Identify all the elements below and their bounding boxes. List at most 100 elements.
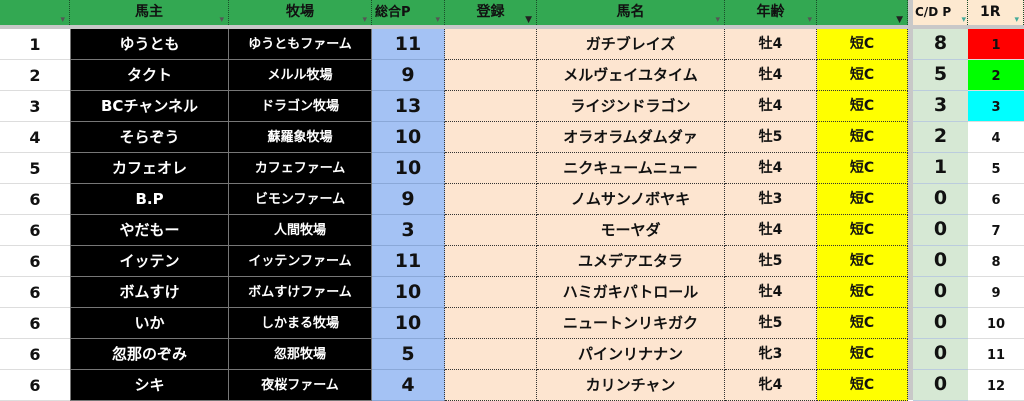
horse-name-cell[interactable]: ライジンドラゴン: [537, 91, 725, 122]
owner-cell[interactable]: やだもー: [70, 215, 229, 246]
filter-icon[interactable]: ▾: [435, 15, 440, 25]
farm-cell[interactable]: 蘇羅象牧場: [229, 122, 372, 153]
total-p-cell[interactable]: 10: [372, 122, 445, 153]
header-owner[interactable]: 馬主 ▾: [70, 0, 229, 25]
horse-name-cell[interactable]: メルヴェイユタイム: [537, 60, 725, 91]
filter-active-icon[interactable]: ▼: [525, 15, 532, 25]
total-p-cell[interactable]: 9: [372, 60, 445, 91]
race-1r-cell[interactable]: 2: [968, 60, 1024, 91]
rank-cell[interactable]: 1: [0, 29, 70, 60]
horse-name-cell[interactable]: オラオラムダムダァ: [537, 122, 725, 153]
owner-cell[interactable]: シキ: [70, 370, 229, 401]
horse-name-cell[interactable]: モーヤダ: [537, 215, 725, 246]
age-cell[interactable]: 牝3: [725, 339, 817, 370]
class-cell[interactable]: 短C: [817, 29, 908, 60]
rank-cell[interactable]: 6: [0, 246, 70, 277]
total-p-cell[interactable]: 10: [372, 308, 445, 339]
cd-p-cell[interactable]: 0: [913, 308, 968, 339]
rank-cell[interactable]: 2: [0, 60, 70, 91]
horse-name-cell[interactable]: カリンチャン: [537, 370, 725, 401]
total-p-cell[interactable]: 13: [372, 91, 445, 122]
registration-cell[interactable]: [445, 339, 537, 370]
horse-name-cell[interactable]: ニュートンリキガク: [537, 308, 725, 339]
rank-cell[interactable]: 3: [0, 91, 70, 122]
age-cell[interactable]: 牡4: [725, 91, 817, 122]
filter-icon[interactable]: ▾: [715, 15, 720, 25]
filter-icon[interactable]: ▾: [961, 15, 966, 25]
total-p-cell[interactable]: 11: [372, 246, 445, 277]
horse-name-cell[interactable]: ガチブレイズ: [537, 29, 725, 60]
farm-cell[interactable]: メルル牧場: [229, 60, 372, 91]
total-p-cell[interactable]: 4: [372, 370, 445, 401]
header-registration[interactable]: 登録 ▼: [445, 0, 537, 25]
registration-cell[interactable]: [445, 60, 537, 91]
farm-cell[interactable]: 人間牧場: [229, 215, 372, 246]
race-1r-cell[interactable]: 7: [968, 215, 1024, 246]
rank-cell[interactable]: 6: [0, 339, 70, 370]
race-1r-cell[interactable]: 9: [968, 277, 1024, 308]
farm-cell[interactable]: ボムすけファーム: [229, 277, 372, 308]
owner-cell[interactable]: そらぞう: [70, 122, 229, 153]
race-1r-cell[interactable]: 1: [968, 29, 1024, 60]
cd-p-cell[interactable]: 5: [913, 60, 968, 91]
header-horse-name[interactable]: 馬名 ▾: [537, 0, 725, 25]
rank-cell[interactable]: 6: [0, 215, 70, 246]
total-p-cell[interactable]: 5: [372, 339, 445, 370]
farm-cell[interactable]: イッテンファーム: [229, 246, 372, 277]
age-cell[interactable]: 牡5: [725, 122, 817, 153]
owner-cell[interactable]: ボムすけ: [70, 277, 229, 308]
cd-p-cell[interactable]: 0: [913, 215, 968, 246]
horse-name-cell[interactable]: ニクキュームニュー: [537, 153, 725, 184]
cd-p-cell[interactable]: 1: [913, 153, 968, 184]
race-1r-cell[interactable]: 11: [968, 339, 1024, 370]
cd-p-cell[interactable]: 0: [913, 370, 968, 401]
filter-icon[interactable]: ▾: [807, 15, 812, 25]
farm-cell[interactable]: しかまる牧場: [229, 308, 372, 339]
cd-p-cell[interactable]: 8: [913, 29, 968, 60]
filter-icon[interactable]: ▾: [60, 15, 65, 25]
filter-active-icon[interactable]: ▼: [896, 15, 903, 25]
cd-p-cell[interactable]: 0: [913, 246, 968, 277]
farm-cell[interactable]: カフェファーム: [229, 153, 372, 184]
registration-cell[interactable]: [445, 370, 537, 401]
race-1r-cell[interactable]: 6: [968, 184, 1024, 215]
header-farm[interactable]: 牧場 ▾: [229, 0, 372, 25]
owner-cell[interactable]: 忽那のぞみ: [70, 339, 229, 370]
owner-cell[interactable]: タクト: [70, 60, 229, 91]
age-cell[interactable]: 牡5: [725, 308, 817, 339]
filter-icon[interactable]: ▾: [362, 15, 367, 25]
registration-cell[interactable]: [445, 277, 537, 308]
rank-cell[interactable]: 5: [0, 153, 70, 184]
owner-cell[interactable]: ゆうとも: [70, 29, 229, 60]
header-rank[interactable]: ▾: [0, 0, 70, 25]
class-cell[interactable]: 短C: [817, 91, 908, 122]
horse-name-cell[interactable]: ハミガキパトロール: [537, 277, 725, 308]
class-cell[interactable]: 短C: [817, 246, 908, 277]
filter-icon[interactable]: ▾: [219, 15, 224, 25]
age-cell[interactable]: 牡4: [725, 29, 817, 60]
total-p-cell[interactable]: 9: [372, 184, 445, 215]
horse-name-cell[interactable]: ノムサンノボヤキ: [537, 184, 725, 215]
header-total-p[interactable]: 総合P ▾: [372, 0, 445, 25]
race-1r-cell[interactable]: 4: [968, 122, 1024, 153]
registration-cell[interactable]: [445, 184, 537, 215]
rank-cell[interactable]: 6: [0, 308, 70, 339]
registration-cell[interactable]: [445, 246, 537, 277]
farm-cell[interactable]: ビモンファーム: [229, 184, 372, 215]
registration-cell[interactable]: [445, 215, 537, 246]
header-cd-p[interactable]: C/D P ▾: [913, 0, 968, 25]
owner-cell[interactable]: カフェオレ: [70, 153, 229, 184]
owner-cell[interactable]: B.P: [70, 184, 229, 215]
race-1r-cell[interactable]: 10: [968, 308, 1024, 339]
rank-cell[interactable]: 6: [0, 277, 70, 308]
rank-cell[interactable]: 6: [0, 370, 70, 401]
class-cell[interactable]: 短C: [817, 184, 908, 215]
registration-cell[interactable]: [445, 153, 537, 184]
class-cell[interactable]: 短C: [817, 277, 908, 308]
age-cell[interactable]: 牡4: [725, 60, 817, 91]
registration-cell[interactable]: [445, 122, 537, 153]
cd-p-cell[interactable]: 2: [913, 122, 968, 153]
total-p-cell[interactable]: 10: [372, 153, 445, 184]
total-p-cell[interactable]: 3: [372, 215, 445, 246]
registration-cell[interactable]: [445, 91, 537, 122]
